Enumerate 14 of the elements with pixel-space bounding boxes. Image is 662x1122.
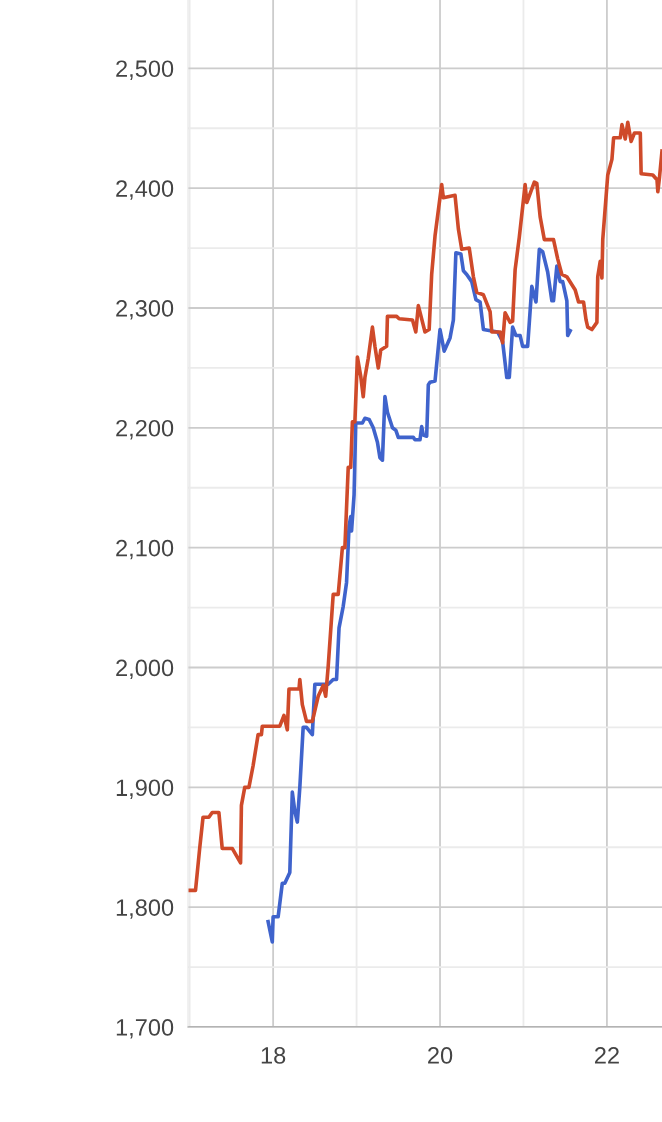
y-tick-label: 2,000 <box>116 659 174 680</box>
y-tick-label: 1,900 <box>116 779 174 799</box>
line-series <box>188 120 662 893</box>
x-tick-label: 22 <box>594 1047 619 1064</box>
line-series <box>266 247 573 944</box>
y-tick-label: 2,200 <box>116 419 174 440</box>
x-tick-label: 20 <box>428 1047 453 1064</box>
y-tick-label: 2,100 <box>116 539 174 560</box>
y-tick-label: 1,700 <box>116 1019 174 1039</box>
y-tick-label: 2,400 <box>116 180 174 200</box>
y-tick-label: 2,500 <box>116 60 174 80</box>
y-tick-label: 2,300 <box>116 300 174 320</box>
x-tick-label: 18 <box>261 1047 286 1064</box>
y-tick-label: 1,800 <box>116 899 174 919</box>
